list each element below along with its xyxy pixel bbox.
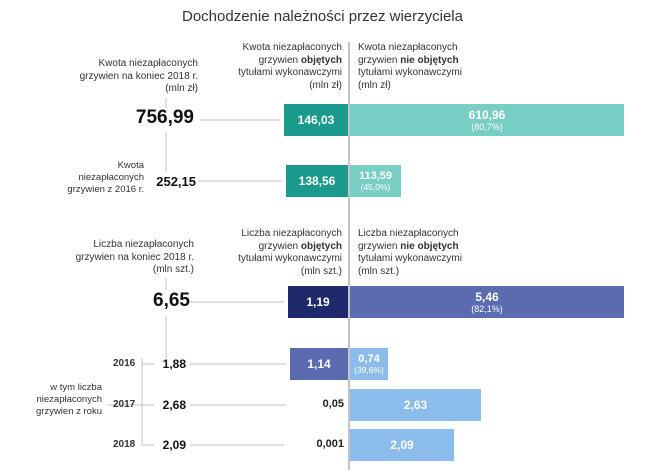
year-total: 2,09 [162, 438, 186, 452]
bar-nie-objetych: 2,63 [350, 389, 481, 421]
bar-objetych: 1,19 [288, 286, 348, 318]
chart-title: Dochodzenie należności przez wierzyciela [182, 8, 463, 25]
bar-value: 610,96 [468, 107, 506, 122]
bar-value-outside: 0,001 [316, 438, 344, 450]
section2-group-label: w tym liczba niezapłaconych grzywien z r… [36, 382, 102, 417]
bar-value: 5,46 [475, 289, 499, 304]
section1-left-header: Kwota niezapłaconych grzywien na koniec … [79, 58, 198, 94]
bar-value-outside: 0,05 [322, 398, 344, 410]
bar-value: 0,74 [358, 353, 380, 365]
bar-value: 113,59 [358, 170, 393, 182]
section1-right-header: Kwota niezapłaconych grzywien nie objęty… [358, 42, 462, 91]
bar-value: 2,09 [390, 438, 414, 452]
bar-nie-objetych: 2,09 [350, 429, 454, 461]
bar-objetych: 1,14 [290, 348, 348, 380]
bar-value: 2,63 [403, 398, 428, 412]
bar-value: 146,03 [297, 113, 335, 127]
bar-nie-objetych: 610,96 (80,7%) [350, 104, 624, 136]
year-label: 2016 [113, 358, 136, 369]
year-label: 2018 [113, 439, 136, 450]
section2-mid-header: Liczba niezapłaconych grzywien objętych … [238, 228, 342, 277]
bar-nie-objetych: 5,46 (82,1%) [350, 286, 624, 318]
bar-objetych: 138,56 [286, 165, 348, 197]
section1-total: 756,99 [135, 107, 194, 128]
bar-value: 138,56 [298, 174, 336, 188]
section1-row2-label: Kwota niezapłaconych grzywien z 2016 r. [67, 160, 144, 195]
bar-share: (80,7%) [471, 121, 503, 132]
bar-objetych: 146,03 [284, 104, 348, 136]
year-total: 1,88 [162, 357, 186, 371]
section1-row2-total: 252,15 [156, 174, 196, 189]
section2-total: 6,65 [153, 290, 190, 311]
bar-share: (39,6%) [354, 365, 384, 375]
year-total: 2,68 [162, 398, 186, 412]
section2-right-header: Liczba niezapłaconych grzywien nie objęt… [358, 228, 462, 277]
bar-share: (45,0%) [360, 182, 391, 192]
section1-mid-header: Kwota niezapłaconych grzywien objętych t… [238, 42, 342, 91]
bar-value: 1,14 [307, 357, 331, 371]
year-label: 2017 [113, 399, 136, 410]
bar-nie-objetych: 0,74 (39,6%) [350, 348, 388, 380]
bar-share: (82,1%) [471, 303, 503, 314]
bar-nie-objetych: 113,59 (45,0%) [350, 165, 401, 197]
section2-left-header: Liczba niezapłaconych grzywien na koniec… [75, 239, 194, 275]
bar-value: 1,19 [306, 295, 330, 309]
